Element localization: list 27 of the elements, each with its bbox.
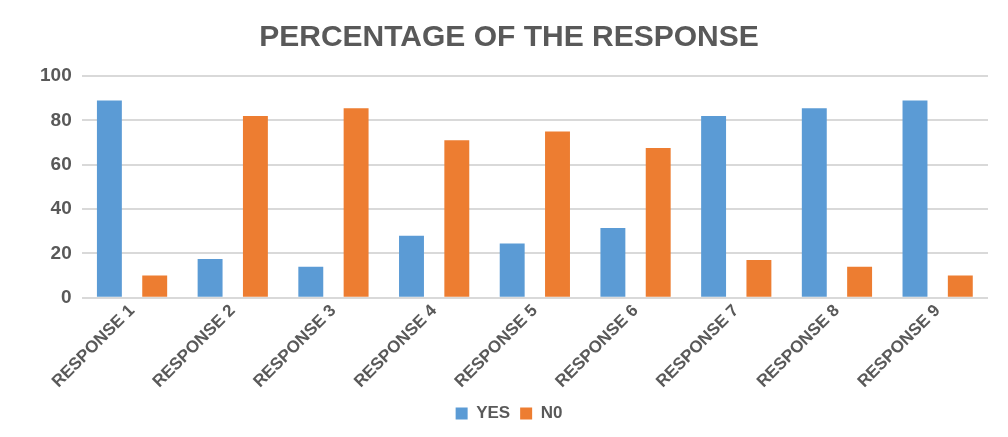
y-tick-label: 40 xyxy=(50,197,72,219)
bar xyxy=(197,258,223,297)
bar xyxy=(242,115,268,297)
bar xyxy=(645,148,671,297)
bar xyxy=(142,275,168,297)
bar xyxy=(545,131,570,297)
bar xyxy=(444,140,470,297)
bar xyxy=(499,243,525,297)
bar xyxy=(399,235,424,297)
bar xyxy=(298,266,324,297)
legend-label: N0 xyxy=(540,403,563,423)
legend-label: YES xyxy=(476,403,511,423)
bar xyxy=(847,266,873,297)
chart-title: PERCENTAGE OF THE RESPONSE xyxy=(259,19,759,53)
y-tick-label: 0 xyxy=(61,285,72,307)
y-tick-label: 80 xyxy=(50,108,72,130)
bar xyxy=(343,108,369,297)
y-tick-label: 60 xyxy=(50,152,72,174)
bar xyxy=(600,227,626,297)
bar xyxy=(701,115,727,297)
bar xyxy=(801,108,827,297)
y-tick-label: 100 xyxy=(40,64,72,86)
y-tick-label: 20 xyxy=(50,241,72,263)
bar xyxy=(746,260,772,297)
bar xyxy=(902,100,928,297)
bar xyxy=(947,275,973,297)
bar xyxy=(96,100,122,297)
